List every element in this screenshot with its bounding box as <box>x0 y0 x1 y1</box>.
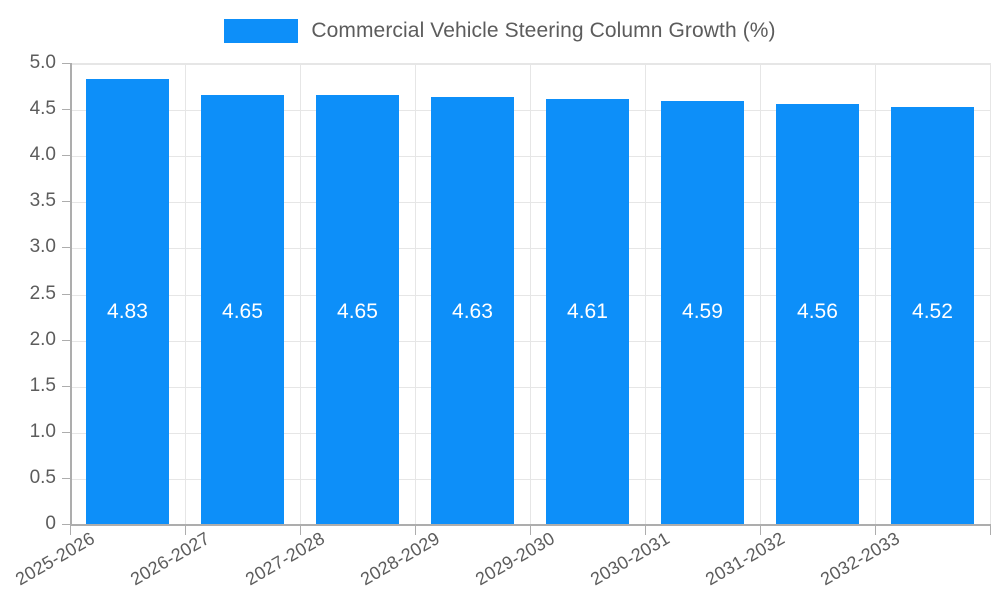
x-axis-tick <box>645 526 646 535</box>
bar-value-label: 4.65 <box>222 300 263 323</box>
x-axis-tick-label: 2026-2027 <box>127 528 214 590</box>
gridline-vertical <box>645 64 646 525</box>
legend-item-series-1[interactable]: Commercial Vehicle Steering Column Growt… <box>224 19 776 43</box>
x-axis-tick-label: 2031-2032 <box>702 528 789 590</box>
y-axis-tick-label: 2.0 <box>29 328 56 350</box>
y-axis-tick <box>62 385 70 387</box>
y-axis-tick-label: 0.5 <box>29 466 56 488</box>
y-axis-tick-label: 5.0 <box>29 52 56 73</box>
x-axis-tick <box>990 526 991 535</box>
y-axis-tick <box>62 63 70 64</box>
gridline-vertical <box>875 64 876 525</box>
y-axis-line <box>70 63 72 525</box>
y-axis-tick-label: 3.0 <box>29 236 56 258</box>
y-axis-tick <box>62 431 70 433</box>
bar[interactable] <box>890 107 975 524</box>
gridline-vertical <box>530 64 531 525</box>
gridline-vertical <box>760 64 761 525</box>
x-axis-tick-label: 2029-2030 <box>472 528 559 590</box>
bar-value-label: 4.59 <box>682 300 723 323</box>
gridline-vertical <box>415 64 416 525</box>
x-axis-tick-label: 2030-2031 <box>587 528 674 590</box>
gridline-vertical <box>185 64 186 525</box>
y-axis-tick-label: 0 <box>45 513 56 534</box>
y-axis-tick <box>62 247 70 249</box>
x-axis-tick <box>300 526 301 535</box>
y-axis-tick-label: 3.5 <box>29 190 56 212</box>
legend-color-swatch-icon <box>224 19 299 43</box>
bar-value-label: 4.61 <box>567 300 608 323</box>
bar[interactable] <box>545 98 630 524</box>
bar[interactable] <box>315 95 400 524</box>
y-axis-tick <box>62 201 70 203</box>
bar-value-label: 4.83 <box>107 300 148 323</box>
bar-value-label: 4.65 <box>337 300 378 323</box>
x-axis-tick <box>530 526 531 535</box>
x-axis-tick <box>415 526 416 535</box>
bar-value-label: 4.52 <box>912 300 953 323</box>
y-axis-tick <box>62 524 70 525</box>
gridline-vertical <box>300 64 301 525</box>
x-axis-tick-label: 2032-2033 <box>817 528 904 590</box>
x-axis-tick <box>875 526 876 535</box>
x-axis-tick-label: 2028-2029 <box>357 528 444 590</box>
y-axis-tick-label: 4.0 <box>29 144 56 166</box>
x-axis-tick <box>185 526 186 535</box>
bar[interactable] <box>430 97 515 524</box>
y-axis-tick-label: 1.0 <box>29 420 56 442</box>
chart-legend: Commercial Vehicle Steering Column Growt… <box>0 14 1000 48</box>
bar[interactable] <box>200 95 285 524</box>
y-axis-tick-label: 4.5 <box>29 98 56 120</box>
x-axis-tick-label: 2025-2026 <box>12 528 99 590</box>
x-axis-tick <box>760 526 761 535</box>
legend-label: Commercial Vehicle Steering Column Growt… <box>311 19 776 42</box>
y-axis-tick-label: 2.5 <box>29 282 56 304</box>
bar-value-label: 4.56 <box>797 300 838 323</box>
bar-value-label: 4.63 <box>452 300 493 323</box>
y-axis-tick <box>62 477 70 479</box>
y-axis-tick-label: 1.5 <box>29 374 56 396</box>
x-axis-tick-label: 2027-2028 <box>242 528 329 590</box>
bar[interactable] <box>775 103 860 524</box>
bar[interactable] <box>660 100 745 524</box>
y-axis-tick <box>62 293 70 295</box>
y-axis-tick <box>62 339 70 341</box>
y-axis-tick <box>62 155 70 157</box>
x-axis-line <box>70 524 991 526</box>
bar[interactable] <box>85 78 170 524</box>
y-axis-tick <box>62 109 70 111</box>
x-axis-tick <box>70 526 71 535</box>
